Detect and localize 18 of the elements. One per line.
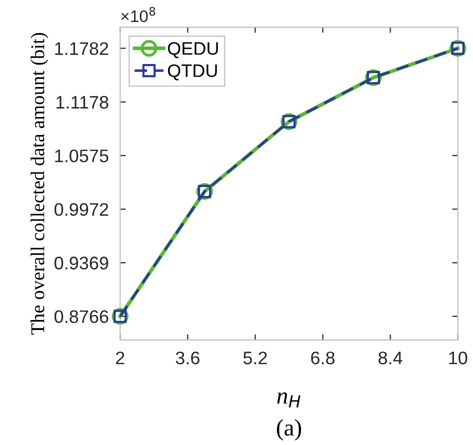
x-tick-label: 3.6	[176, 352, 200, 364]
text: ×10$^{8}$	[121, 6, 156, 22]
legend-label: QTDU	[168, 64, 217, 80]
y-tick-label: 1.0575	[55, 150, 108, 162]
text: (a)	[276, 419, 302, 441]
y-tick-label: 1.1782	[55, 42, 108, 56]
x-tick-label: 2	[116, 352, 124, 364]
x-tick-label: 10	[449, 352, 468, 364]
x-tick-label: 6.8	[311, 352, 335, 364]
x-axis-title: n$_{H}$	[277, 392, 300, 408]
y-tick-label: 0.8766	[54, 310, 108, 324]
y-tick-label: 1.1178	[56, 96, 108, 109]
x-tick-label: 8.4	[378, 352, 402, 364]
y-tick-label: 0.9369	[54, 256, 108, 270]
x-tick-label: 5.2	[243, 352, 267, 364]
legend-label: QEDU	[168, 42, 218, 58]
y-tick-label: 0.9972	[54, 203, 108, 216]
y-axis-title: The overall collected data amount (bit)	[30, 32, 48, 335]
